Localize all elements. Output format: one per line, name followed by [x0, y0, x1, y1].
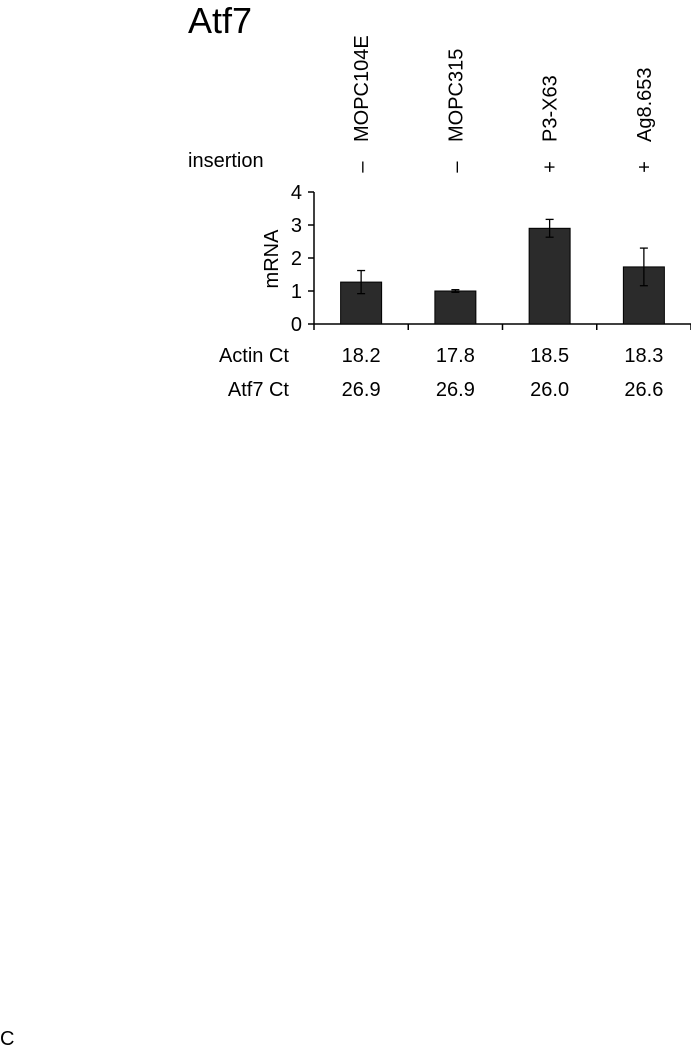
category-label: MOPC315 [445, 49, 467, 142]
insertion-marks: – – + + [351, 161, 656, 173]
category-label: P3-X63 [540, 75, 562, 142]
panel-label: C [0, 1028, 14, 1050]
category-label: MOPC104E [351, 35, 373, 142]
y-tick-label: 2 [291, 248, 302, 270]
ct-value: 26.6 [624, 379, 663, 401]
ct-row-label: Actin Ct [219, 345, 289, 367]
insertion-mark: – [351, 161, 373, 173]
bars [340, 218, 665, 325]
ct-value: 18.3 [624, 345, 663, 367]
category-labels: MOPC104E MOPC315 P3-X63 Ag8.653 [351, 35, 656, 142]
ct-value: 26.9 [342, 379, 381, 401]
category-label: Ag8.653 [634, 67, 656, 142]
y-tick-label: 0 [291, 314, 302, 336]
insertion-label: insertion [188, 150, 264, 172]
y-tick-label: 4 [291, 182, 302, 204]
ct-value: 17.8 [436, 345, 475, 367]
ct-value: 18.2 [342, 345, 381, 367]
y-tick-label: 1 [291, 281, 302, 303]
insertion-mark: + [540, 161, 562, 173]
ct-table: Actin Ct 18.2 17.8 18.5 18.3 Atf7 Ct 26.9 26.9 2… [219, 345, 663, 401]
insertion-mark: – [445, 161, 467, 173]
ct-value: 26.9 [436, 379, 475, 401]
ct-value: 18.5 [530, 345, 569, 367]
chart-title: Atf7 [188, 0, 252, 41]
ct-row-label: Atf7 Ct [228, 379, 290, 401]
y-tick-label: 3 [291, 215, 302, 237]
ct-value: 26.0 [530, 379, 569, 401]
insertion-mark: + [634, 161, 656, 173]
bar [434, 290, 477, 325]
bar [528, 227, 571, 325]
y-axis-label: mRNA [261, 229, 283, 289]
